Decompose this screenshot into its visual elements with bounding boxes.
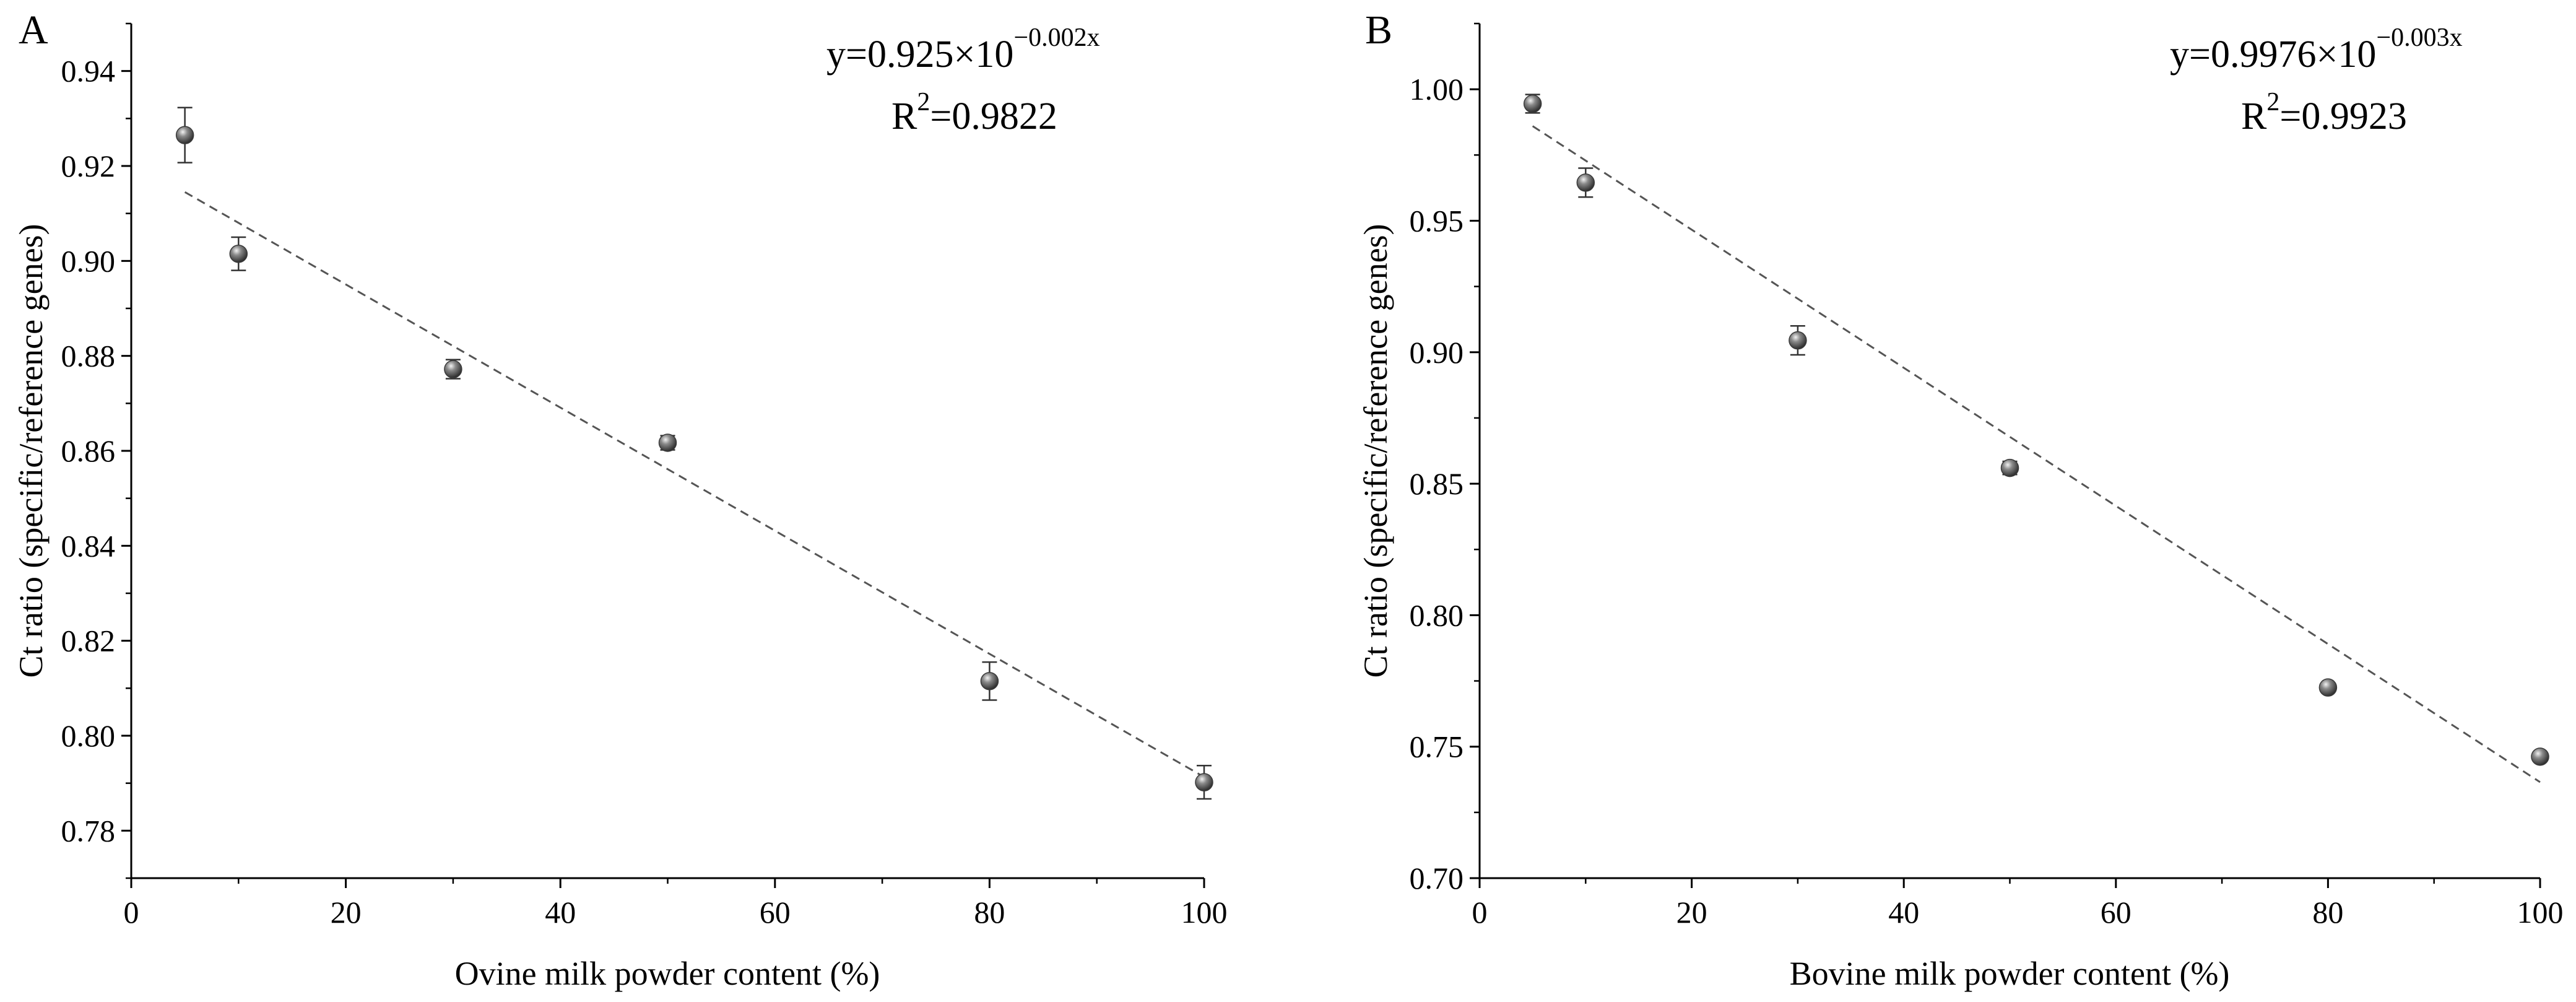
x-tick-label: 100 (2517, 895, 2564, 930)
data-point (658, 433, 677, 452)
panel-label: B (1365, 7, 1392, 53)
chart-panel-b: B y=0.9976×10−0.003x R2=0.9923 0 20 40 60 80… (1357, 7, 2564, 992)
data-point (1195, 765, 1213, 800)
data-marker (2000, 458, 2019, 477)
data-marker (1195, 773, 1213, 791)
data-point (2318, 678, 2338, 697)
y-tick-label: 0.90 (1410, 335, 1464, 370)
equation-base: y=0.9976×10 (2170, 33, 2376, 76)
y-tick-label: 0.70 (1410, 861, 1464, 895)
y-tick-label: 0.82 (61, 624, 116, 658)
y-axis-label: Ct ratio (specific/reference genes) (1357, 224, 1394, 677)
data-marker (175, 126, 194, 144)
r-squared-sup: 2 (2266, 88, 2279, 116)
y-tick-label: 0.94 (61, 54, 116, 89)
y-tick-label: 0.92 (61, 149, 116, 183)
data-marker (2318, 678, 2338, 697)
y-tick-label: 0.78 (61, 813, 116, 848)
r-squared: R2=0.9822 (891, 88, 1057, 137)
panel-label: A (19, 7, 48, 53)
equation: y=0.925×10−0.002x (826, 24, 1100, 76)
y-tick-label: 0.85 (1410, 466, 1464, 501)
x-tick-label: 0 (124, 895, 139, 930)
y-tick-label: 0.90 (61, 243, 116, 278)
x-axis-label: Bovine milk powder content (%) (1790, 955, 2230, 992)
data-point (1789, 325, 1807, 356)
r-squared-value: =0.9822 (930, 95, 1057, 137)
data-marker (1523, 94, 1542, 113)
equation-exponent: −0.003x (2376, 24, 2462, 52)
y-tick-label: 0.80 (1410, 598, 1464, 632)
x-tick-label: 60 (2101, 895, 2131, 930)
chart-panel-a: A y=0.925×10−0.002x R2=0.9822 0 20 40 60 80 1… (12, 7, 1228, 992)
r-squared: R2=0.9923 (2241, 88, 2407, 137)
data-point (1576, 167, 1595, 198)
x-axis-label: Ovine milk powder content (%) (455, 955, 880, 992)
equation-base: y=0.925×10 (826, 33, 1013, 76)
x-tick-label: 100 (1181, 895, 1228, 930)
x-tick-label: 40 (545, 895, 576, 930)
fit-line (184, 191, 1205, 778)
y-ticks: 0.78 0.80 0.82 0.84 0.86 0.88 0.90 0.92 0.94 (61, 22, 131, 879)
y-tick-label: 0.75 (1410, 730, 1464, 764)
y-tick-label: 0.80 (61, 718, 116, 753)
data-marker (980, 672, 999, 691)
equation-exponent: −0.002x (1013, 24, 1099, 52)
plot-area (175, 107, 1213, 800)
data-point (2000, 458, 2019, 477)
x-tick-label: 80 (2312, 895, 2343, 930)
r-squared-prefix: R (2241, 95, 2267, 137)
data-point (980, 661, 999, 701)
y-tick-label: 0.88 (61, 339, 116, 373)
data-point (444, 359, 462, 380)
data-point (1523, 94, 1542, 114)
data-marker (1789, 331, 1807, 350)
x-ticks: 0 20 40 60 80 100 (124, 878, 1228, 930)
equation: y=0.9976×10−0.003x (2170, 24, 2463, 76)
y-ticks: 0.70 0.75 0.80 0.85 0.90 0.95 1.00 (1410, 22, 1480, 895)
data-marker (229, 245, 248, 263)
data-point (2531, 747, 2549, 766)
x-tick-label: 20 (1676, 895, 1707, 930)
r-squared-sup: 2 (917, 88, 930, 116)
y-tick-label: 0.86 (61, 433, 116, 468)
r-squared-prefix: R (891, 95, 917, 137)
data-marker (2531, 747, 2549, 766)
y-tick-label: 1.00 (1410, 72, 1464, 107)
y-axis-label: Ct ratio (specific/reference genes) (12, 224, 50, 677)
y-tick-label: 0.84 (61, 528, 116, 563)
data-point (229, 236, 248, 271)
x-tick-label: 40 (1888, 895, 1919, 930)
r-squared-value: =0.9923 (2279, 95, 2406, 137)
x-ticks: 0 20 40 60 80 100 (1472, 878, 2564, 930)
y-tick-label: 0.95 (1410, 203, 1464, 238)
x-tick-label: 20 (331, 895, 362, 930)
data-marker (1576, 173, 1595, 192)
data-marker (444, 360, 462, 378)
data-point (175, 107, 194, 163)
x-tick-label: 0 (1472, 895, 1488, 930)
fit-line (1532, 125, 2541, 783)
plot-area (1523, 94, 2549, 783)
data-marker (658, 433, 677, 452)
x-tick-label: 80 (974, 895, 1005, 930)
x-tick-label: 60 (760, 895, 791, 930)
